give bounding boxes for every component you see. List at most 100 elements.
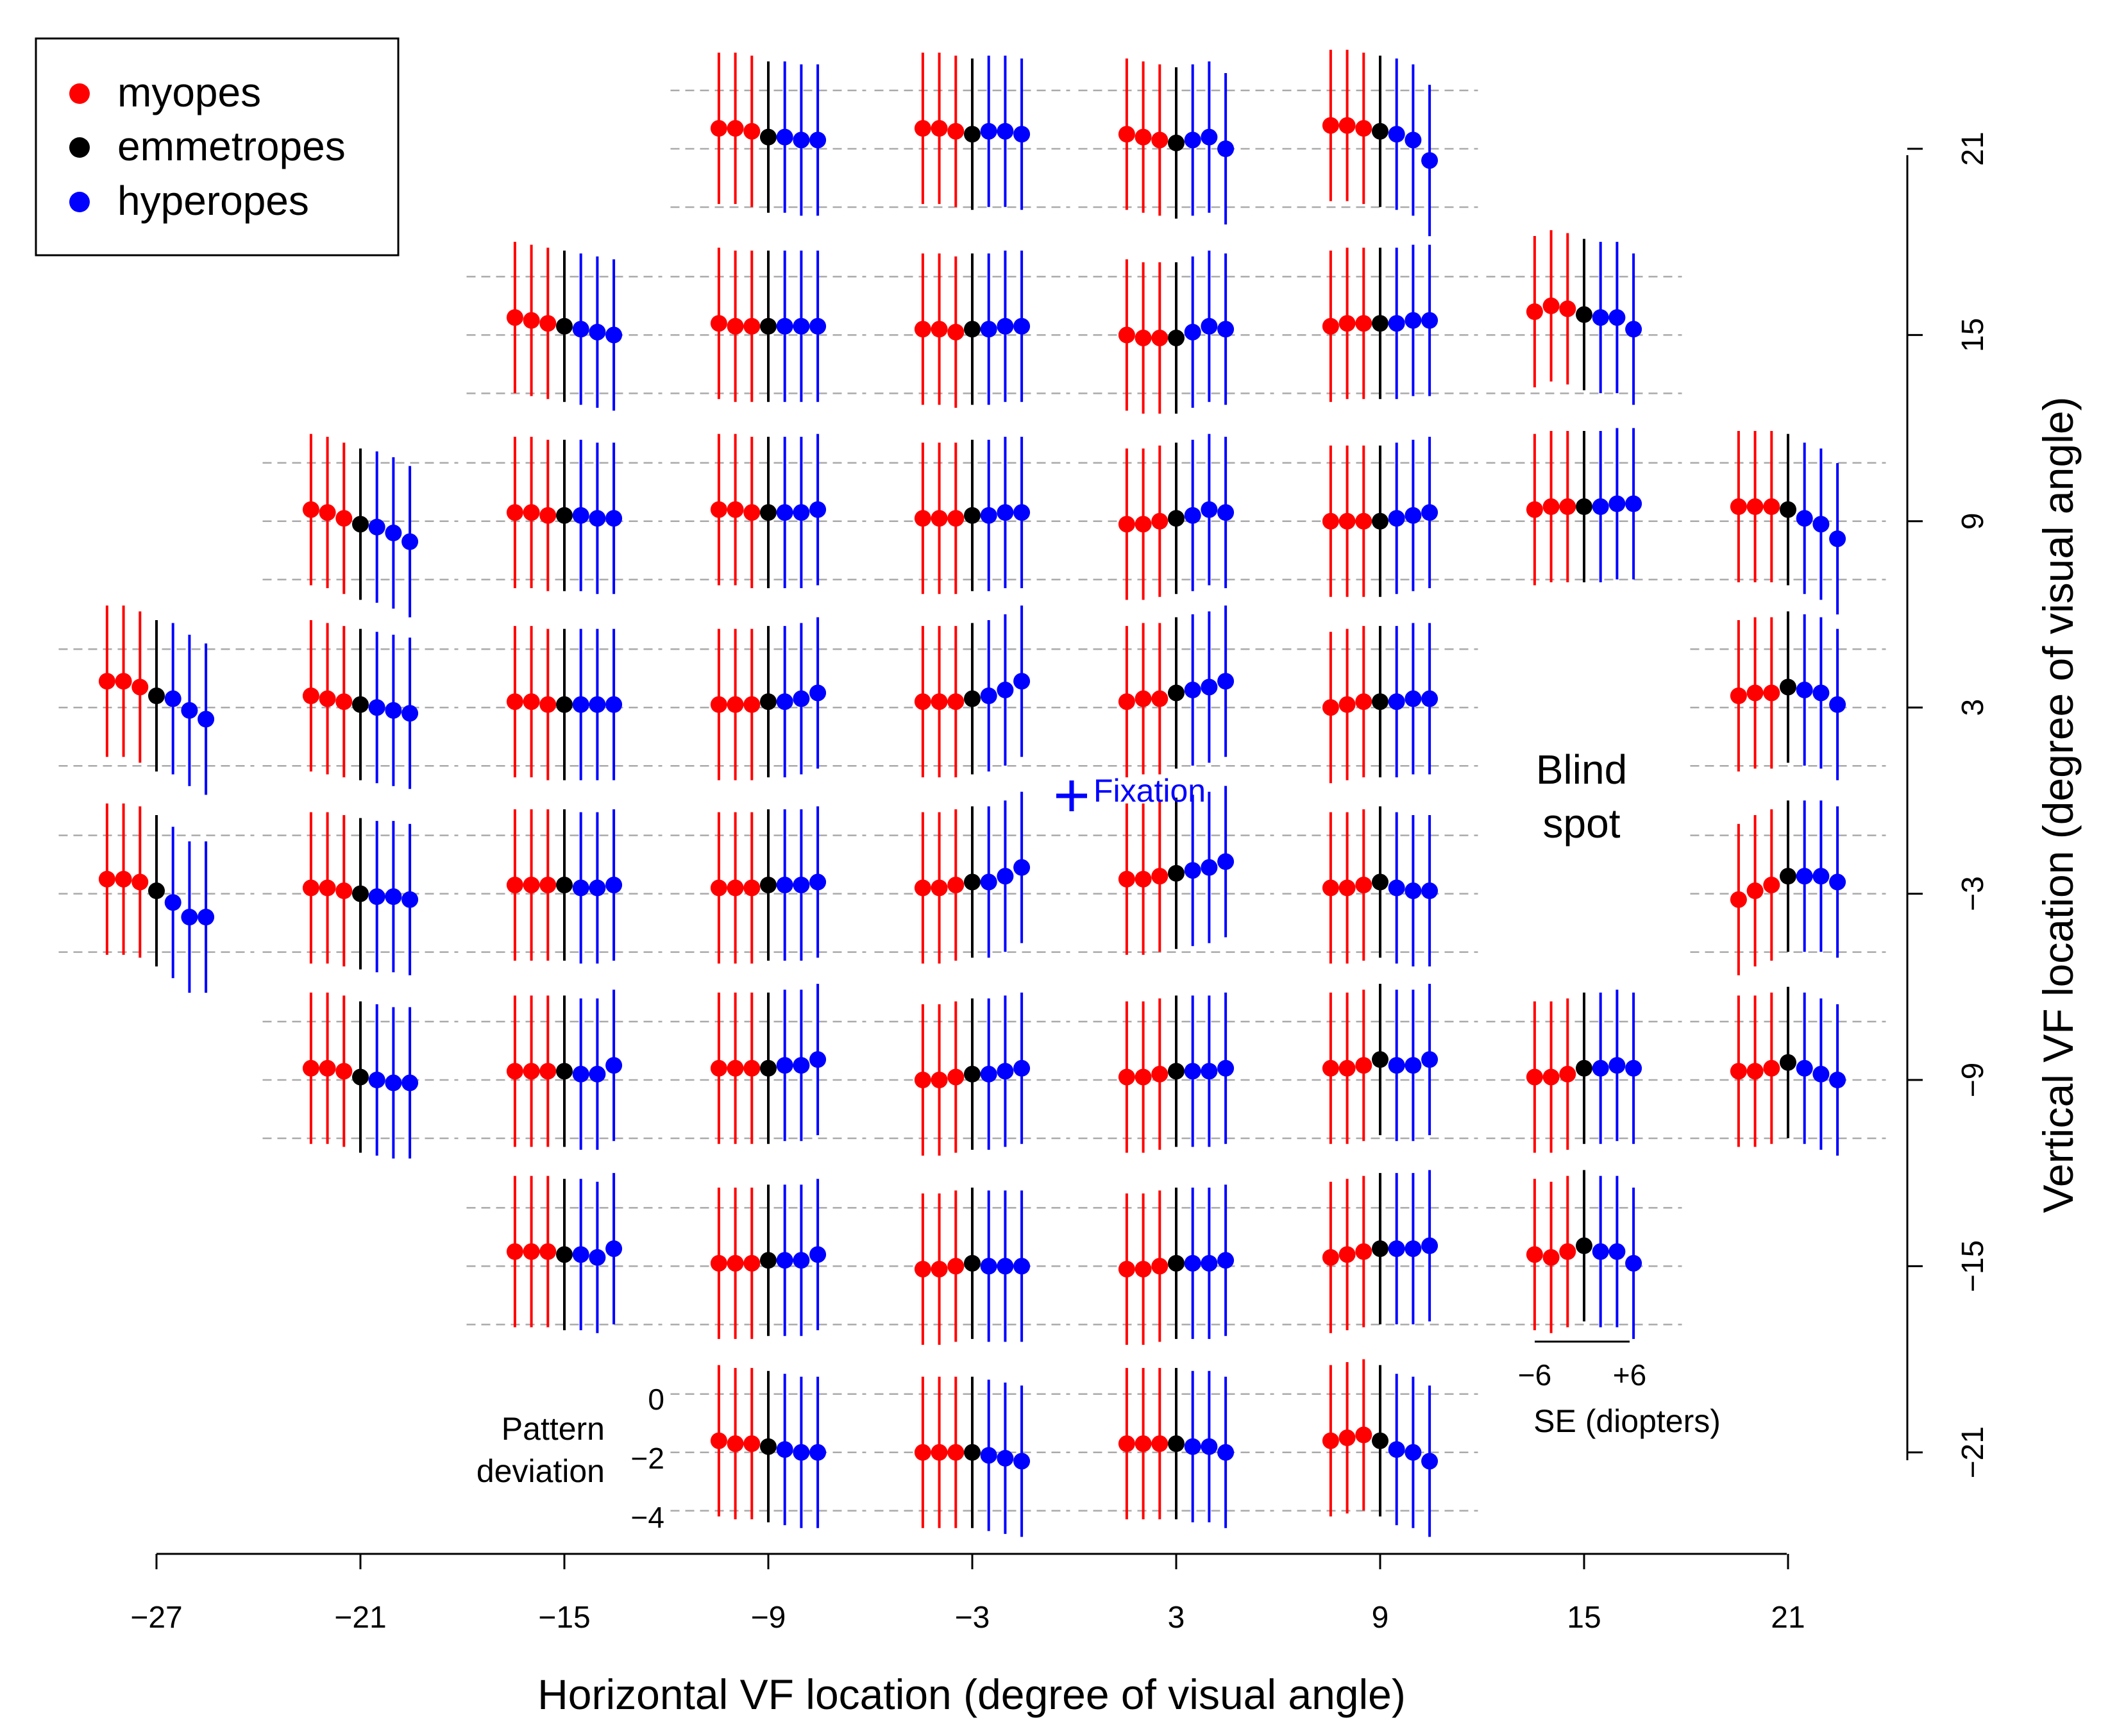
point-myopes <box>914 1444 931 1461</box>
point-hyperopes <box>1405 882 1422 900</box>
point-myopes <box>914 120 931 137</box>
point-hyperopes <box>1201 1063 1218 1080</box>
point-myopes <box>1118 326 1135 344</box>
point-myopes <box>727 1254 744 1272</box>
point-myopes <box>131 678 149 696</box>
point-hyperopes <box>809 1051 827 1068</box>
point-hyperopes <box>776 317 793 335</box>
point-hyperopes <box>1405 1057 1422 1074</box>
point-emmetropes <box>1780 678 1796 696</box>
x-tick-label: 21 <box>1771 1601 1805 1635</box>
point-hyperopes <box>1013 504 1031 521</box>
point-emmetropes <box>1372 1240 1388 1258</box>
point-emmetropes <box>964 507 981 524</box>
point-myopes <box>523 1243 540 1260</box>
point-hyperopes <box>572 507 589 524</box>
point-myopes <box>947 510 965 527</box>
point-myopes <box>506 1243 523 1260</box>
panel--3--21 <box>874 1376 1070 1537</box>
point-hyperopes <box>368 518 385 535</box>
point-myopes <box>335 1063 353 1080</box>
point-hyperopes <box>1608 495 1626 512</box>
point-emmetropes <box>556 696 573 713</box>
point-hyperopes <box>793 690 810 707</box>
point-hyperopes <box>1592 1243 1609 1260</box>
point-hyperopes <box>980 1258 997 1275</box>
point-hyperopes <box>1421 882 1439 900</box>
legend-label-myopes: myopes <box>117 69 261 115</box>
point-myopes <box>1151 1435 1169 1453</box>
point-emmetropes <box>760 504 777 521</box>
point-hyperopes <box>776 1057 793 1074</box>
point-myopes <box>319 504 336 521</box>
point-hyperopes <box>368 1072 385 1088</box>
point-hyperopes <box>1592 498 1609 516</box>
y-axis: Vertical VF location (degree of visual a… <box>1906 131 2082 1479</box>
point-myopes <box>1526 1068 1543 1086</box>
point-hyperopes <box>1184 862 1201 879</box>
y-tick-label: 3 <box>1956 699 1990 716</box>
point-myopes <box>1118 1068 1135 1086</box>
point-hyperopes <box>1812 868 1830 885</box>
x-axis: Horizontal VF location (degree of visual… <box>130 1553 1805 1718</box>
point-myopes <box>1338 696 1356 713</box>
point-myopes <box>931 879 948 897</box>
point-myopes <box>335 510 353 527</box>
point-myopes <box>914 321 931 338</box>
panel-3--3 <box>1078 786 1274 955</box>
point-hyperopes <box>1201 1438 1218 1455</box>
panel-21--3 <box>1690 800 1886 975</box>
panel--15-9 <box>466 437 662 594</box>
point-emmetropes <box>1780 1054 1796 1071</box>
point-hyperopes <box>1217 1444 1235 1461</box>
panel-15--9 <box>1486 990 1682 1153</box>
point-hyperopes <box>198 711 215 728</box>
point-myopes <box>523 876 540 893</box>
x-tick-label: −3 <box>955 1601 990 1635</box>
point-hyperopes <box>1184 323 1201 341</box>
point-hyperopes <box>1201 317 1218 335</box>
point-emmetropes <box>556 1063 573 1080</box>
fixation-marker: Fixation <box>1056 773 1206 811</box>
point-emmetropes <box>1576 498 1592 516</box>
point-myopes <box>1559 300 1576 317</box>
panel--9--3 <box>670 806 866 964</box>
point-hyperopes <box>1388 1057 1405 1074</box>
point-myopes <box>1322 879 1339 897</box>
point-hyperopes <box>198 909 215 925</box>
point-myopes <box>1338 512 1356 530</box>
point-myopes <box>727 879 744 897</box>
panel--9--21 <box>670 1365 866 1528</box>
fixation-cross-icon <box>1056 780 1087 811</box>
point-myopes <box>1338 1246 1356 1263</box>
point-myopes <box>727 1059 744 1077</box>
point-hyperopes <box>1013 317 1031 335</box>
panel--21--9 <box>262 992 459 1159</box>
point-hyperopes <box>997 681 1014 698</box>
point-hyperopes <box>793 876 810 893</box>
point-hyperopes <box>793 504 810 521</box>
panel-3-9 <box>1078 434 1274 600</box>
point-myopes <box>947 122 965 140</box>
point-hyperopes <box>181 909 198 925</box>
point-hyperopes <box>997 1449 1014 1467</box>
point-myopes <box>1338 315 1356 332</box>
point-hyperopes <box>776 1441 793 1458</box>
point-myopes <box>131 873 149 891</box>
point-myopes <box>1763 684 1780 702</box>
panel-3-21 <box>1078 58 1274 224</box>
point-emmetropes <box>556 317 573 335</box>
se-scale: −6 +6 SE (diopters) <box>1518 1340 1721 1439</box>
point-hyperopes <box>181 702 198 719</box>
point-hyperopes <box>1608 309 1626 326</box>
point-myopes <box>1542 1068 1560 1086</box>
point-hyperopes <box>1405 131 1422 149</box>
point-myopes <box>1526 1246 1543 1263</box>
point-hyperopes <box>980 1447 997 1464</box>
point-hyperopes <box>1405 1444 1422 1461</box>
point-emmetropes <box>352 885 369 902</box>
point-hyperopes <box>589 879 606 897</box>
point-myopes <box>1338 1429 1356 1447</box>
point-myopes <box>506 504 523 521</box>
pattern-deviation-scale: Pattern deviation 0 −2 −4 <box>477 1383 664 1534</box>
